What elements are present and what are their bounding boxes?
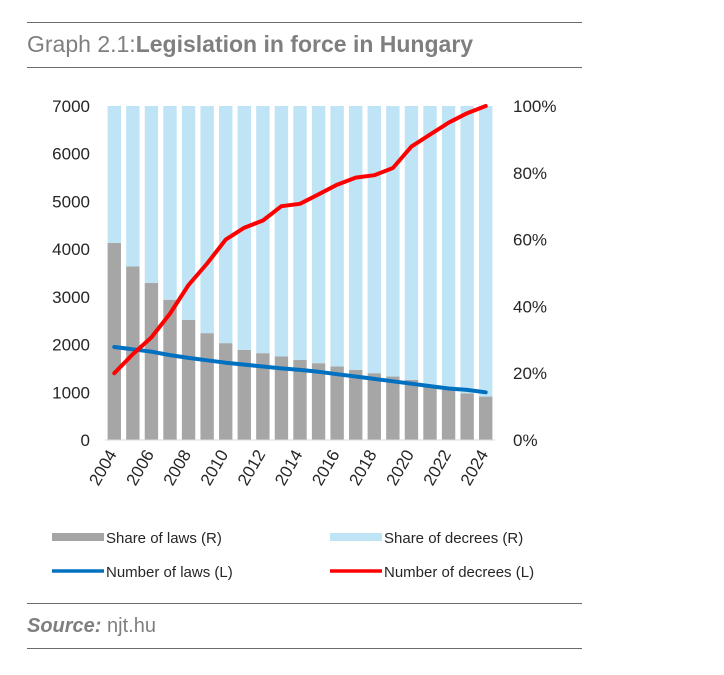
y-left-tick-0: 0 bbox=[81, 431, 90, 450]
x-tick-2024: 2024 bbox=[457, 447, 492, 489]
bar-share-laws-2014 bbox=[293, 359, 307, 440]
bar-share-decrees-2010 bbox=[219, 106, 233, 344]
bar-share-decrees-2013 bbox=[274, 106, 289, 357]
bar-share-decrees-2006 bbox=[144, 106, 159, 284]
source-top-rule bbox=[27, 603, 582, 604]
bar-share-laws-2007 bbox=[163, 299, 177, 440]
bar-share-decrees-2009 bbox=[200, 106, 214, 334]
x-tick-2022: 2022 bbox=[420, 447, 455, 489]
x-tick-2020: 2020 bbox=[383, 447, 418, 489]
bar-share-decrees-2012 bbox=[256, 106, 270, 354]
bar-share-laws-2012 bbox=[256, 353, 270, 440]
bar-share-decrees-2019 bbox=[386, 106, 400, 377]
y-left-tick-7000: 7000 bbox=[52, 97, 90, 116]
bar-share-decrees-2023 bbox=[460, 106, 474, 394]
legend-label-number-of-laws: Number of laws (L) bbox=[106, 564, 233, 581]
bar-share-laws-2021 bbox=[423, 386, 437, 440]
bar-share-decrees-2018 bbox=[367, 106, 381, 374]
bar-share-decrees-2017 bbox=[349, 106, 363, 370]
bar-share-decrees-2008 bbox=[181, 106, 196, 320]
bar-share-laws-2008 bbox=[181, 319, 196, 440]
bars-layer bbox=[107, 106, 493, 440]
bar-share-laws-2006 bbox=[144, 283, 159, 440]
bar-share-laws-2011 bbox=[237, 349, 251, 440]
bar-share-laws-2013 bbox=[274, 356, 289, 440]
x-tick-2008: 2008 bbox=[160, 447, 195, 489]
y-right-tick-20pct: 20% bbox=[513, 364, 547, 383]
line-number-of-laws bbox=[112, 345, 488, 395]
y-right-tick-100pct: 100% bbox=[513, 97, 556, 116]
lines-layer bbox=[112, 104, 488, 395]
y-left-tick-3000: 3000 bbox=[52, 288, 90, 307]
source-label: Source: bbox=[27, 615, 102, 637]
legend-label-number-of-decrees: Number of decrees (L) bbox=[384, 564, 534, 581]
y-axis-right: 0% 20% 40% 60% 80% 100% bbox=[513, 97, 556, 450]
bottom-rule bbox=[27, 648, 582, 649]
y-right-tick-40pct: 40% bbox=[513, 297, 547, 316]
bar-share-laws-2004 bbox=[107, 242, 121, 440]
bar-share-decrees-2005 bbox=[126, 106, 140, 267]
x-axis: 2004 2006 2008 2010 2012 2014 2016 2018 2020 2022… bbox=[85, 439, 495, 489]
legend-swatch-share-of-laws bbox=[52, 533, 104, 541]
top-rule bbox=[27, 22, 582, 23]
bar-share-laws-2019 bbox=[386, 376, 400, 440]
y-left-tick-1000: 1000 bbox=[52, 383, 90, 402]
title-rule bbox=[27, 67, 582, 68]
line-number-of-decrees bbox=[112, 104, 488, 376]
bar-share-decrees-2020 bbox=[404, 106, 419, 380]
legend-swatch-share-of-decrees bbox=[330, 533, 382, 541]
y-left-tick-4000: 4000 bbox=[52, 240, 90, 259]
x-tick-2012: 2012 bbox=[234, 447, 269, 489]
y-left-tick-6000: 6000 bbox=[52, 145, 90, 164]
bar-share-laws-2018 bbox=[367, 373, 381, 440]
bar-share-decrees-2016 bbox=[330, 106, 344, 367]
bar-share-decrees-2015 bbox=[311, 106, 326, 364]
bar-share-laws-2020 bbox=[404, 379, 419, 440]
y-right-tick-80pct: 80% bbox=[513, 164, 547, 183]
source-value: njt.hu bbox=[107, 615, 156, 637]
bar-share-decrees-2022 bbox=[441, 106, 456, 390]
bar-share-laws-2010 bbox=[219, 343, 233, 440]
title-prefix: Graph 2.1: bbox=[27, 31, 136, 57]
bar-share-decrees-2014 bbox=[293, 106, 307, 360]
bar-share-decrees-2024 bbox=[479, 106, 493, 397]
legend: Share of laws (R) Share of decrees (R) Num… bbox=[52, 530, 534, 581]
x-tick-2004: 2004 bbox=[85, 447, 120, 489]
bar-share-decrees-2007 bbox=[163, 106, 177, 300]
x-tick-2006: 2006 bbox=[123, 447, 158, 489]
y-left-tick-5000: 5000 bbox=[52, 192, 90, 211]
bar-share-laws-2023 bbox=[460, 393, 474, 440]
legend-label-share-of-laws: Share of laws (R) bbox=[106, 530, 222, 547]
y-left-tick-2000: 2000 bbox=[52, 336, 90, 355]
x-tick-2018: 2018 bbox=[345, 447, 380, 489]
y-axis-left: 0 1000 2000 3000 4000 5000 6000 7000 bbox=[52, 97, 90, 450]
x-tick-2010: 2010 bbox=[197, 447, 232, 489]
source-note: Source: njt.hu bbox=[27, 615, 156, 638]
y-right-tick-0pct: 0% bbox=[513, 431, 538, 450]
chart-title: Graph 2.1:Legislation in force in Hungar… bbox=[27, 31, 473, 58]
bar-share-decrees-2021 bbox=[423, 106, 437, 387]
bar-share-laws-2009 bbox=[200, 333, 214, 440]
legend-label-share-of-decrees: Share of decrees (R) bbox=[384, 530, 523, 547]
bar-share-laws-2016 bbox=[330, 366, 344, 440]
title-main: Legislation in force in Hungary bbox=[135, 31, 474, 57]
bar-share-laws-2017 bbox=[349, 369, 363, 440]
bar-share-laws-2024 bbox=[479, 396, 493, 440]
bar-share-laws-2015 bbox=[311, 363, 326, 440]
x-tick-2014: 2014 bbox=[271, 447, 306, 489]
bar-share-laws-2022 bbox=[441, 389, 456, 440]
bar-share-decrees-2004 bbox=[107, 106, 121, 243]
x-tick-2016: 2016 bbox=[308, 447, 343, 489]
y-right-tick-60pct: 60% bbox=[513, 231, 547, 250]
